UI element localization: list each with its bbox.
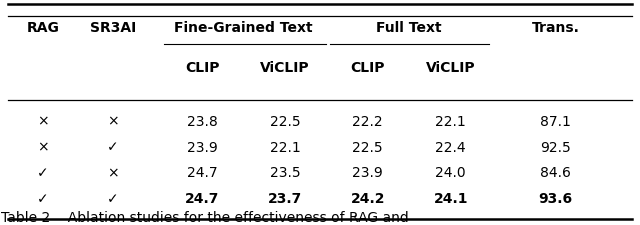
Text: Full Text: Full Text	[376, 21, 442, 35]
Text: 92.5: 92.5	[540, 140, 571, 154]
Text: 23.5: 23.5	[269, 166, 300, 180]
Text: 24.1: 24.1	[433, 191, 468, 205]
Text: ✓: ✓	[107, 140, 118, 154]
Text: Table 2    Ablation studies for the effectiveness of RAG and: Table 2 Ablation studies for the effecti…	[1, 210, 409, 224]
Text: 87.1: 87.1	[540, 115, 572, 128]
Text: ViCLIP: ViCLIP	[426, 61, 476, 75]
Text: ✓: ✓	[107, 191, 118, 205]
Text: ×: ×	[37, 115, 49, 128]
Text: CLIP: CLIP	[351, 61, 385, 75]
Text: ✓: ✓	[37, 166, 49, 180]
Text: 24.2: 24.2	[351, 191, 385, 205]
Text: 22.5: 22.5	[269, 115, 300, 128]
Text: 24.7: 24.7	[187, 166, 218, 180]
Text: ×: ×	[107, 115, 118, 128]
Text: 23.8: 23.8	[187, 115, 218, 128]
Text: ×: ×	[107, 166, 118, 180]
Text: 23.9: 23.9	[353, 166, 383, 180]
Text: SR3AI: SR3AI	[90, 21, 136, 35]
Text: 22.1: 22.1	[435, 115, 466, 128]
Text: RAG: RAG	[26, 21, 60, 35]
Text: 23.7: 23.7	[268, 191, 302, 205]
Text: 22.1: 22.1	[269, 140, 300, 154]
Text: 93.6: 93.6	[539, 191, 573, 205]
Text: 24.0: 24.0	[435, 166, 466, 180]
Text: 22.2: 22.2	[353, 115, 383, 128]
Text: ✓: ✓	[37, 191, 49, 205]
Text: 24.7: 24.7	[185, 191, 220, 205]
Text: CLIP: CLIP	[185, 61, 220, 75]
Text: 22.5: 22.5	[353, 140, 383, 154]
Text: Trans.: Trans.	[532, 21, 580, 35]
Text: ×: ×	[37, 140, 49, 154]
Text: 22.4: 22.4	[435, 140, 466, 154]
Text: Fine-Grained Text: Fine-Grained Text	[174, 21, 313, 35]
Text: 84.6: 84.6	[540, 166, 572, 180]
Text: 23.9: 23.9	[187, 140, 218, 154]
Text: ViCLIP: ViCLIP	[260, 61, 310, 75]
